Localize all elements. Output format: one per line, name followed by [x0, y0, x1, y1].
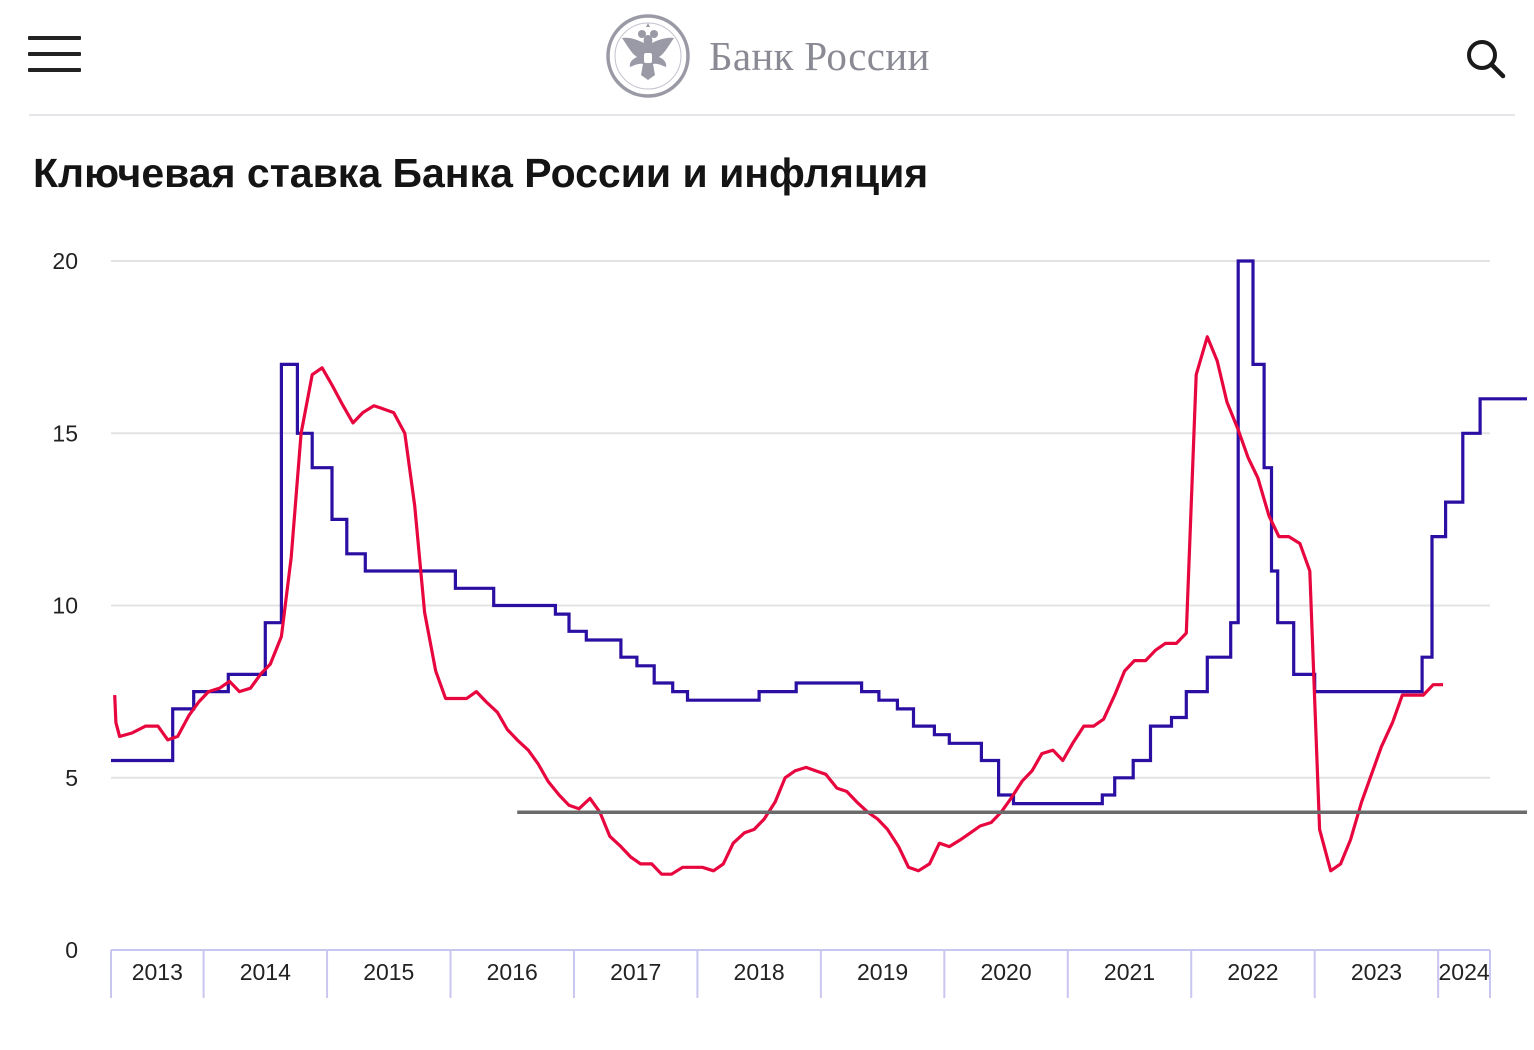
x-tick-label: 2015 [363, 959, 414, 985]
logo-text: Банк России [709, 33, 930, 79]
x-tick-label: 2020 [980, 959, 1031, 985]
x-tick-label: 2022 [1227, 959, 1278, 985]
x-tick-label: 2019 [857, 959, 908, 985]
y-tick-label: 10 [52, 593, 78, 619]
x-tick-label: 2021 [1104, 959, 1155, 985]
x-tick-label: 2014 [240, 959, 291, 985]
inflation-line [113, 335, 1444, 876]
search-icon[interactable] [1464, 37, 1506, 79]
top-bar: Банк России [0, 0, 1534, 115]
x-tick-label: 2023 [1351, 959, 1402, 985]
hamburger-menu-icon[interactable] [28, 36, 82, 74]
x-tick-label: 2017 [610, 959, 661, 985]
y-tick-label: 0 [65, 937, 78, 963]
header-divider [29, 114, 1515, 116]
bank-logo[interactable]: Банк России [605, 13, 930, 99]
key-rate-line [111, 259, 1527, 806]
x-tick-label: 2024 [1438, 959, 1489, 985]
x-tick-label: 2016 [487, 959, 538, 985]
x-tick-label: 2013 [132, 959, 183, 985]
x-tick-label: 2018 [734, 959, 785, 985]
double-headed-eagle-emblem [606, 14, 690, 98]
y-tick-label: 5 [65, 765, 78, 791]
y-tick-label: 20 [52, 248, 78, 274]
y-tick-label: 15 [52, 420, 78, 446]
page-title: Ключевая ставка Банка России и инфляция [33, 150, 929, 196]
